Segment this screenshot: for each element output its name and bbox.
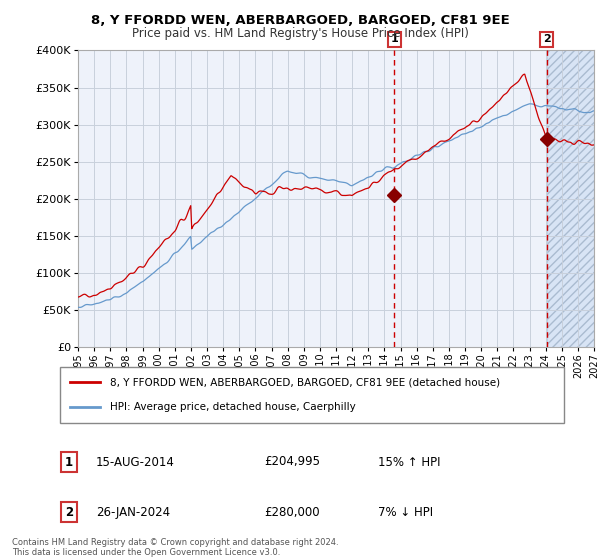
Bar [547, 50, 594, 347]
Text: 7% ↓ HPI: 7% ↓ HPI [378, 506, 433, 519]
Text: £280,000: £280,000 [264, 506, 320, 519]
Text: 2: 2 [65, 506, 73, 519]
Text: 1: 1 [65, 455, 73, 469]
Text: 8, Y FFORDD WEN, ABERBARGOED, BARGOED, CF81 9EE: 8, Y FFORDD WEN, ABERBARGOED, BARGOED, C… [91, 14, 509, 27]
Text: £204,995: £204,995 [264, 455, 320, 469]
Text: 15-AUG-2014: 15-AUG-2014 [96, 455, 175, 469]
Text: Contains HM Land Registry data © Crown copyright and database right 2024.
This d: Contains HM Land Registry data © Crown c… [12, 538, 338, 557]
Text: 2: 2 [543, 35, 551, 44]
Text: Price paid vs. HM Land Registry's House Price Index (HPI): Price paid vs. HM Land Registry's House … [131, 27, 469, 40]
Text: 15% ↑ HPI: 15% ↑ HPI [378, 455, 440, 469]
Text: 26-JAN-2024: 26-JAN-2024 [96, 506, 170, 519]
FancyBboxPatch shape [60, 367, 564, 423]
Text: 1: 1 [391, 35, 398, 44]
Text: 8, Y FFORDD WEN, ABERBARGOED, BARGOED, CF81 9EE (detached house): 8, Y FFORDD WEN, ABERBARGOED, BARGOED, C… [110, 377, 500, 388]
Text: HPI: Average price, detached house, Caerphilly: HPI: Average price, detached house, Caer… [110, 402, 356, 412]
